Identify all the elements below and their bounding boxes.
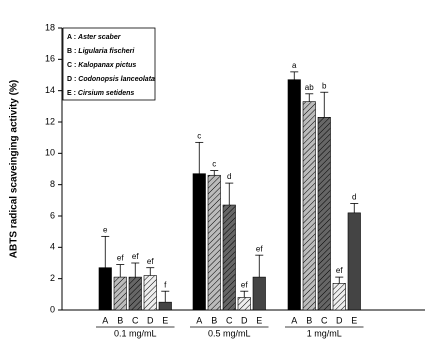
bar <box>302 101 316 311</box>
y-tick-label: 18 <box>45 22 55 32</box>
bar <box>207 174 221 311</box>
y-tick-label: 4 <box>50 242 55 252</box>
group-label: 0.1 mg/mL <box>114 328 157 338</box>
bar <box>192 173 206 311</box>
legend-key: E <box>67 90 72 97</box>
bar <box>128 276 142 311</box>
significance-letter: b <box>322 81 327 90</box>
x-tick-label: D <box>336 315 343 325</box>
bar <box>158 301 172 311</box>
legend-entry: E : Cirsium setidens <box>67 90 134 97</box>
bar <box>332 283 346 311</box>
significance-letter: c <box>197 131 201 140</box>
bar <box>347 212 361 311</box>
x-tick-label: C <box>226 315 233 325</box>
legend-entry: B : Ligularia fischeri <box>67 48 135 55</box>
group-label: 0.5 mg/mL <box>208 328 251 338</box>
legend-key: C <box>67 62 72 69</box>
legend-name: Kalopanax pictus <box>78 62 136 69</box>
bar <box>113 276 127 311</box>
bar <box>237 297 251 311</box>
y-tick-label: 14 <box>45 85 55 95</box>
x-tick-label: B <box>306 315 312 325</box>
y-tick-label: 2 <box>50 273 55 283</box>
significance-letter: ef <box>117 254 124 263</box>
bar <box>98 267 112 311</box>
legend-name: Aster scaber <box>77 34 122 41</box>
significance-letter: ef <box>256 244 263 253</box>
bar <box>143 275 157 311</box>
y-tick-label: 8 <box>50 179 55 189</box>
significance-letter: ef <box>147 257 154 266</box>
bar <box>222 204 236 311</box>
legend-box <box>62 27 156 101</box>
y-tick-label: 10 <box>45 148 55 158</box>
y-tick-label: 6 <box>50 210 55 220</box>
legend-key: B <box>67 48 72 55</box>
legend-entry: D : Codonopsis lanceolata <box>67 76 155 83</box>
legend-name: Codonopsis lanceolata <box>78 76 155 83</box>
significance-letter: ef <box>336 266 343 275</box>
legend-entry: A : Aster scaber <box>67 34 122 41</box>
y-tick-label: 12 <box>45 116 55 126</box>
x-tick-label: B <box>211 315 217 325</box>
legend-key: D <box>67 76 72 83</box>
x-tick-label: A <box>102 315 108 325</box>
x-tick-label: E <box>162 315 168 325</box>
significance-letter: d <box>352 193 356 202</box>
significance-letter: ef <box>241 280 248 289</box>
x-tick-label: D <box>241 315 248 325</box>
bar <box>317 117 331 311</box>
significance-letter: e <box>103 225 108 234</box>
x-tick-label: A <box>196 315 202 325</box>
significance-letter: f <box>164 280 167 289</box>
x-tick-label: A <box>291 315 297 325</box>
significance-letter: c <box>212 160 216 169</box>
x-tick-label: E <box>256 315 262 325</box>
significance-letter: d <box>227 172 231 181</box>
significance-letter: a <box>292 61 297 70</box>
bar <box>287 79 301 311</box>
legend-name: Cirsium setidens <box>78 90 135 97</box>
x-tick-label: C <box>321 315 328 325</box>
legend-name: Ligularia fischeri <box>78 48 135 55</box>
legend-key: A <box>67 34 72 41</box>
x-tick-label: C <box>132 315 139 325</box>
bar <box>252 276 266 311</box>
x-tick-label: E <box>351 315 357 325</box>
y-tick-label: 16 <box>45 54 55 64</box>
x-tick-label: D <box>147 315 154 325</box>
significance-letter: ef <box>132 252 139 261</box>
significance-letter: ab <box>305 83 314 92</box>
x-tick-label: B <box>117 315 123 325</box>
legend-entry: C : Kalopanax pictus <box>67 62 136 69</box>
y-tick-label: 0 <box>50 304 55 314</box>
group-label: 1 mg/mL <box>307 328 342 338</box>
y-axis-label: ABTS radical scaveinging activity (%) <box>9 80 20 258</box>
